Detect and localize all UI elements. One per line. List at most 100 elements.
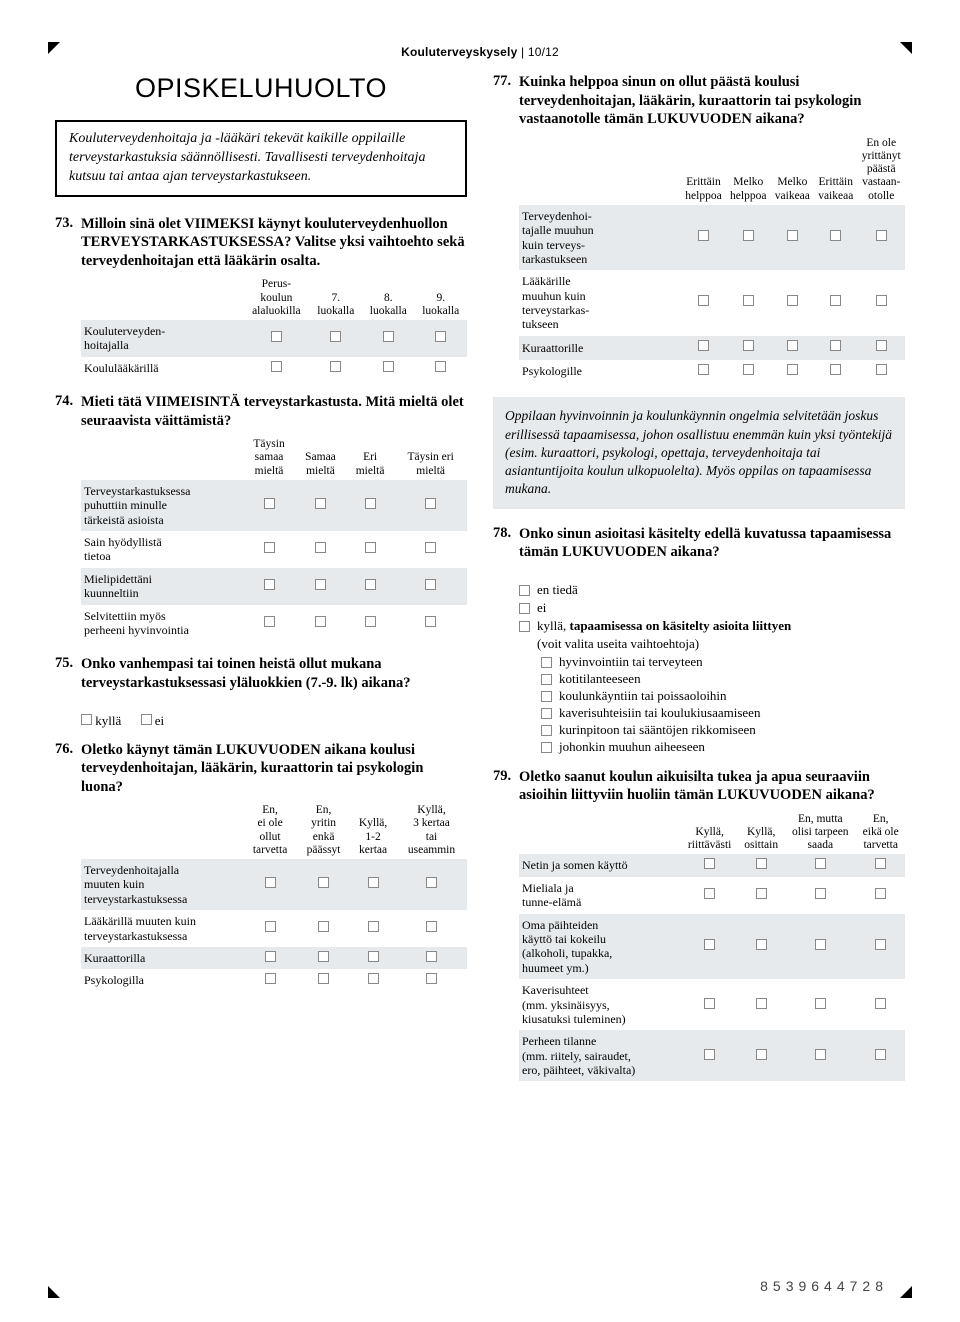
checkbox[interactable]: [756, 888, 767, 899]
checkbox[interactable]: [368, 951, 379, 962]
page-header: Kouluterveyskysely | 10/12: [55, 45, 905, 59]
checkbox[interactable]: [265, 877, 276, 888]
checkbox[interactable]: [876, 340, 887, 351]
checkbox[interactable]: [541, 725, 552, 736]
checkbox[interactable]: [425, 616, 436, 627]
checkbox[interactable]: [519, 585, 530, 596]
checkbox[interactable]: [743, 230, 754, 241]
checkbox[interactable]: [743, 340, 754, 351]
checkbox[interactable]: [368, 877, 379, 888]
checkbox[interactable]: [830, 340, 841, 351]
checkbox[interactable]: [264, 498, 275, 509]
row-label: Mieliala jatunne-elämä: [519, 877, 681, 914]
checkbox[interactable]: [426, 951, 437, 962]
row-label: Selvitettiin myösperheeni hyvinvointia: [81, 605, 243, 642]
checkbox[interactable]: [704, 998, 715, 1009]
checkbox[interactable]: [698, 364, 709, 375]
row-label: Netin ja somen käyttö: [519, 854, 681, 876]
checkbox[interactable]: [318, 877, 329, 888]
checkbox[interactable]: [264, 616, 275, 627]
checkbox[interactable]: [815, 888, 826, 899]
question-text: Mieti tätä VIIMEISINTÄ terveystarkastust…: [81, 393, 467, 430]
checkbox[interactable]: [315, 498, 326, 509]
checkbox[interactable]: [383, 331, 394, 342]
checkbox[interactable]: [365, 616, 376, 627]
checkbox[interactable]: [756, 1049, 767, 1060]
checkbox[interactable]: [541, 691, 552, 702]
checkbox[interactable]: [704, 858, 715, 869]
checkbox[interactable]: [330, 331, 341, 342]
checkbox[interactable]: [519, 603, 530, 614]
checkbox[interactable]: [365, 579, 376, 590]
checkbox[interactable]: [315, 616, 326, 627]
checkbox[interactable]: [541, 657, 552, 668]
checkbox[interactable]: [435, 331, 446, 342]
checkbox[interactable]: [787, 340, 798, 351]
checkbox[interactable]: [318, 921, 329, 932]
col-header: 7.luokalla: [310, 276, 362, 320]
checkbox[interactable]: [383, 361, 394, 372]
checkbox[interactable]: [368, 921, 379, 932]
checkbox[interactable]: [787, 364, 798, 375]
checkbox[interactable]: [541, 742, 552, 753]
row-label: Koululääkärillä: [81, 357, 243, 379]
checkbox[interactable]: [264, 542, 275, 553]
checkbox[interactable]: [435, 361, 446, 372]
checkbox[interactable]: [704, 1049, 715, 1060]
checkbox[interactable]: [815, 858, 826, 869]
checkbox[interactable]: [698, 295, 709, 306]
checkbox[interactable]: [541, 708, 552, 719]
checkbox[interactable]: [743, 295, 754, 306]
checkbox[interactable]: [426, 921, 437, 932]
checkbox[interactable]: [315, 542, 326, 553]
checkbox[interactable]: [519, 621, 530, 632]
checkbox[interactable]: [815, 998, 826, 1009]
checkbox[interactable]: [264, 579, 275, 590]
checkbox[interactable]: [426, 877, 437, 888]
checkbox[interactable]: [787, 230, 798, 241]
checkbox[interactable]: [426, 973, 437, 984]
checkbox[interactable]: [365, 542, 376, 553]
question-text: Oletko saanut koulun aikuisilta tukea ja…: [519, 768, 905, 805]
checkbox[interactable]: [875, 998, 886, 1009]
checkbox[interactable]: [830, 230, 841, 241]
checkbox[interactable]: [368, 973, 379, 984]
checkbox[interactable]: [425, 579, 436, 590]
checkbox[interactable]: [704, 939, 715, 950]
checkbox[interactable]: [875, 1049, 886, 1060]
col-header: Kyllä,osittain: [738, 811, 784, 855]
checkbox[interactable]: [830, 295, 841, 306]
checkbox[interactable]: [787, 295, 798, 306]
checkbox[interactable]: [875, 939, 886, 950]
checkbox[interactable]: [875, 858, 886, 869]
checkbox[interactable]: [271, 361, 282, 372]
checkbox[interactable]: [425, 542, 436, 553]
checkbox[interactable]: [876, 230, 887, 241]
checkbox[interactable]: [698, 340, 709, 351]
checkbox[interactable]: [271, 331, 282, 342]
checkbox[interactable]: [265, 921, 276, 932]
checkbox[interactable]: [830, 364, 841, 375]
checkbox[interactable]: [265, 951, 276, 962]
checkbox[interactable]: [756, 858, 767, 869]
checkbox[interactable]: [704, 888, 715, 899]
checkbox[interactable]: [875, 888, 886, 899]
checkbox[interactable]: [265, 973, 276, 984]
checkbox[interactable]: [876, 364, 887, 375]
checkbox[interactable]: [698, 230, 709, 241]
checkbox[interactable]: [756, 939, 767, 950]
checkbox[interactable]: [318, 973, 329, 984]
checkbox[interactable]: [756, 998, 767, 1009]
checkbox[interactable]: [815, 939, 826, 950]
checkbox[interactable]: [365, 498, 376, 509]
checkbox[interactable]: [81, 714, 92, 725]
checkbox[interactable]: [315, 579, 326, 590]
checkbox[interactable]: [318, 951, 329, 962]
checkbox[interactable]: [876, 295, 887, 306]
checkbox[interactable]: [330, 361, 341, 372]
checkbox[interactable]: [541, 674, 552, 685]
checkbox[interactable]: [141, 714, 152, 725]
checkbox[interactable]: [743, 364, 754, 375]
checkbox[interactable]: [425, 498, 436, 509]
checkbox[interactable]: [815, 1049, 826, 1060]
